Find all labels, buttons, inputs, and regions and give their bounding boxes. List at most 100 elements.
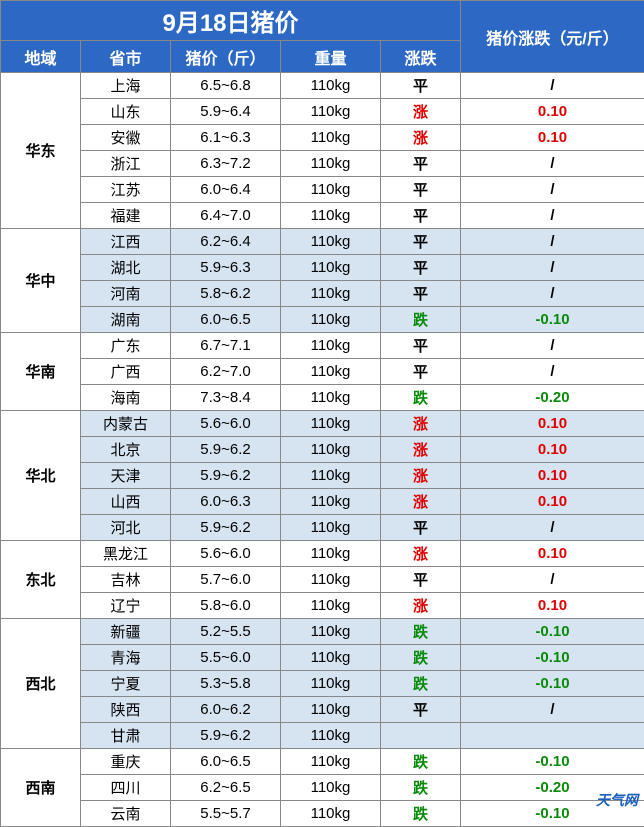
trend-cell: 跌 xyxy=(381,801,461,827)
change-cell: 0.10 xyxy=(461,411,644,437)
col-header: 地域 xyxy=(1,41,81,73)
region-cell: 华北 xyxy=(1,411,81,541)
change-cell: / xyxy=(461,359,644,385)
change-cell: 0.10 xyxy=(461,541,644,567)
table-row: 华中江西6.2~6.4110kg平/ xyxy=(1,229,644,255)
table-row: 山西6.0~6.3110kg涨0.10 xyxy=(1,489,644,515)
big-header: 猪价涨跌（元/斤） xyxy=(461,1,644,73)
trend-cell: 平 xyxy=(381,151,461,177)
province-cell: 云南 xyxy=(81,801,171,827)
trend-cell: 跌 xyxy=(381,645,461,671)
province-cell: 辽宁 xyxy=(81,593,171,619)
table-row: 河南5.8~6.2110kg平/ xyxy=(1,281,644,307)
table-row: 福建6.4~7.0110kg平/ xyxy=(1,203,644,229)
trend-cell: 平 xyxy=(381,73,461,99)
region-cell: 西南 xyxy=(1,749,81,827)
trend-cell: 平 xyxy=(381,333,461,359)
weight-cell: 110kg xyxy=(281,515,381,541)
change-cell: 0.10 xyxy=(461,437,644,463)
province-cell: 内蒙古 xyxy=(81,411,171,437)
weight-cell: 110kg xyxy=(281,645,381,671)
weight-cell: 110kg xyxy=(281,489,381,515)
watermark: 天气网 xyxy=(596,790,638,810)
province-cell: 广东 xyxy=(81,333,171,359)
price-cell: 6.0~6.5 xyxy=(171,307,281,333)
province-cell: 四川 xyxy=(81,775,171,801)
weight-cell: 110kg xyxy=(281,671,381,697)
region-cell: 东北 xyxy=(1,541,81,619)
province-cell: 广西 xyxy=(81,359,171,385)
province-cell: 山西 xyxy=(81,489,171,515)
table-row: 甘肃5.9~6.2110kg xyxy=(1,723,644,749)
price-cell: 5.3~5.8 xyxy=(171,671,281,697)
change-cell: -0.10 xyxy=(461,645,644,671)
table-row: 河北5.9~6.2110kg平/ xyxy=(1,515,644,541)
change-cell: -0.10 xyxy=(461,671,644,697)
price-cell: 5.5~6.0 xyxy=(171,645,281,671)
table-row: 浙江6.3~7.2110kg平/ xyxy=(1,151,644,177)
price-cell: 5.6~6.0 xyxy=(171,541,281,567)
table-row: 华南广东6.7~7.1110kg平/ xyxy=(1,333,644,359)
province-cell: 河北 xyxy=(81,515,171,541)
table-row: 海南7.3~8.4110kg跌-0.20 xyxy=(1,385,644,411)
weight-cell: 110kg xyxy=(281,333,381,359)
weight-cell: 110kg xyxy=(281,359,381,385)
price-cell: 5.9~6.4 xyxy=(171,99,281,125)
price-cell: 5.6~6.0 xyxy=(171,411,281,437)
change-cell: 0.10 xyxy=(461,489,644,515)
change-cell: / xyxy=(461,151,644,177)
table-row: 东北黑龙江5.6~6.0110kg涨0.10 xyxy=(1,541,644,567)
province-cell: 重庆 xyxy=(81,749,171,775)
change-cell: -0.20 xyxy=(461,385,644,411)
trend-cell: 跌 xyxy=(381,385,461,411)
weight-cell: 110kg xyxy=(281,463,381,489)
price-table: 9月18日猪价猪价涨跌（元/斤）地域省市猪价（斤）重量涨跌华东上海6.5~6.8… xyxy=(0,0,644,827)
price-cell: 5.2~5.5 xyxy=(171,619,281,645)
table-row: 西北新疆5.2~5.5110kg跌-0.10 xyxy=(1,619,644,645)
region-cell: 西北 xyxy=(1,619,81,749)
province-cell: 安徽 xyxy=(81,125,171,151)
weight-cell: 110kg xyxy=(281,255,381,281)
change-cell: / xyxy=(461,203,644,229)
table-title: 9月18日猪价 xyxy=(1,1,461,41)
change-cell: -0.10 xyxy=(461,307,644,333)
table-row: 辽宁5.8~6.0110kg涨0.10 xyxy=(1,593,644,619)
price-cell: 6.3~7.2 xyxy=(171,151,281,177)
trend-cell: 涨 xyxy=(381,125,461,151)
province-cell: 福建 xyxy=(81,203,171,229)
weight-cell: 110kg xyxy=(281,723,381,749)
weight-cell: 110kg xyxy=(281,749,381,775)
trend-cell: 涨 xyxy=(381,411,461,437)
weight-cell: 110kg xyxy=(281,151,381,177)
trend-cell: 涨 xyxy=(381,489,461,515)
province-cell: 湖南 xyxy=(81,307,171,333)
price-cell: 6.2~7.0 xyxy=(171,359,281,385)
col-header: 重量 xyxy=(281,41,381,73)
price-cell: 5.9~6.2 xyxy=(171,463,281,489)
price-cell: 6.0~6.5 xyxy=(171,749,281,775)
table-row: 北京5.9~6.2110kg涨0.10 xyxy=(1,437,644,463)
price-cell: 6.4~7.0 xyxy=(171,203,281,229)
trend-cell xyxy=(381,723,461,749)
price-cell: 6.0~6.4 xyxy=(171,177,281,203)
change-cell: -0.10 xyxy=(461,619,644,645)
price-cell: 5.7~6.0 xyxy=(171,567,281,593)
change-cell: / xyxy=(461,697,644,723)
weight-cell: 110kg xyxy=(281,99,381,125)
change-cell: 0.10 xyxy=(461,593,644,619)
weight-cell: 110kg xyxy=(281,229,381,255)
price-cell: 6.5~6.8 xyxy=(171,73,281,99)
weight-cell: 110kg xyxy=(281,125,381,151)
price-cell: 5.9~6.2 xyxy=(171,515,281,541)
trend-cell: 涨 xyxy=(381,593,461,619)
weight-cell: 110kg xyxy=(281,697,381,723)
col-header: 猪价（斤） xyxy=(171,41,281,73)
trend-cell: 跌 xyxy=(381,749,461,775)
weight-cell: 110kg xyxy=(281,541,381,567)
province-cell: 北京 xyxy=(81,437,171,463)
price-cell: 6.1~6.3 xyxy=(171,125,281,151)
province-cell: 江苏 xyxy=(81,177,171,203)
table-row: 湖南6.0~6.5110kg跌-0.10 xyxy=(1,307,644,333)
weight-cell: 110kg xyxy=(281,619,381,645)
weight-cell: 110kg xyxy=(281,307,381,333)
